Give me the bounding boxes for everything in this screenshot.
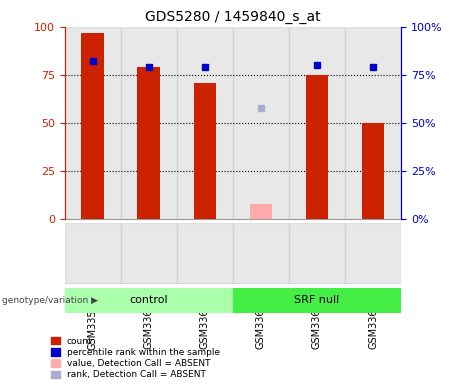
Title: GDS5280 / 1459840_s_at: GDS5280 / 1459840_s_at xyxy=(145,10,320,25)
Legend: count, percentile rank within the sample, value, Detection Call = ABSENT, rank, : count, percentile rank within the sample… xyxy=(51,337,220,379)
Bar xyxy=(233,288,401,313)
Bar xyxy=(121,27,177,219)
Text: genotype/variation ▶: genotype/variation ▶ xyxy=(2,296,98,305)
Bar xyxy=(177,223,233,284)
Bar xyxy=(65,288,233,313)
Bar xyxy=(233,223,289,284)
Text: control: control xyxy=(130,295,168,306)
Bar xyxy=(137,67,160,219)
Bar xyxy=(250,204,272,219)
Bar xyxy=(345,27,401,219)
Text: SRF null: SRF null xyxy=(294,295,340,306)
Bar xyxy=(233,27,289,219)
Bar xyxy=(194,83,216,219)
Bar xyxy=(289,27,345,219)
Bar xyxy=(65,27,121,219)
Bar xyxy=(82,33,104,219)
Bar xyxy=(65,223,121,284)
Bar xyxy=(289,223,345,284)
Bar xyxy=(177,27,233,219)
Bar xyxy=(121,223,177,284)
Bar xyxy=(306,75,328,219)
Bar xyxy=(362,123,384,219)
Bar xyxy=(345,223,401,284)
